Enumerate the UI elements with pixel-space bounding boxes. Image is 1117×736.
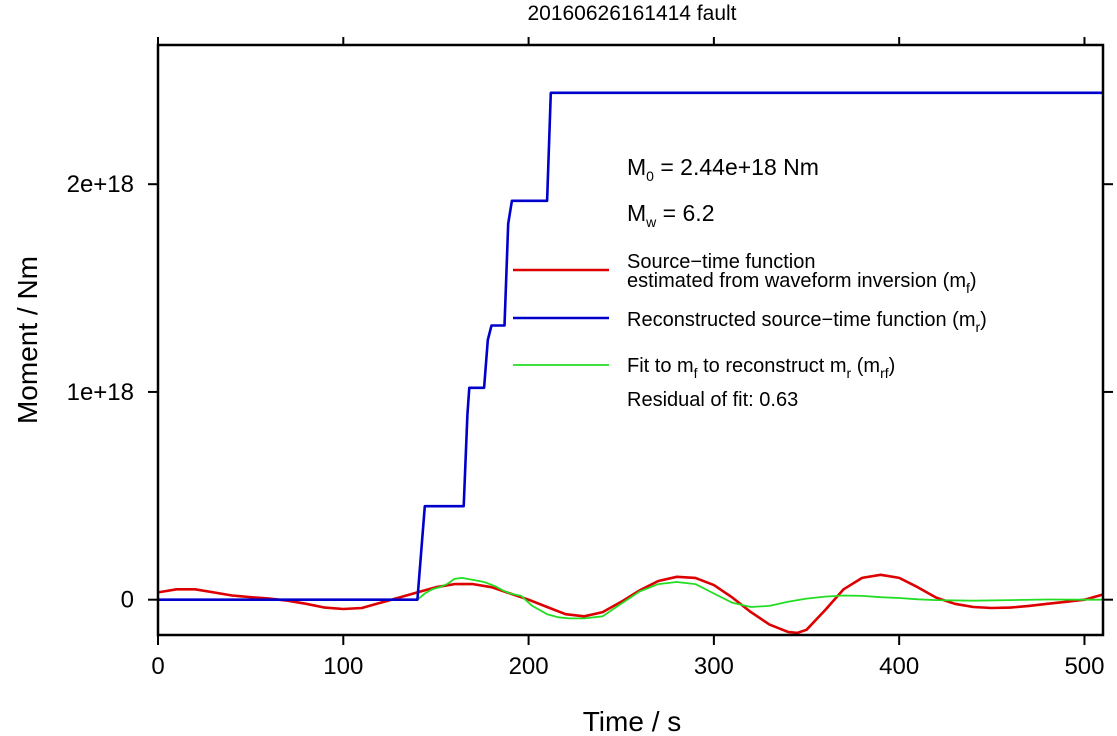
series-line-2	[158, 577, 1103, 620]
x-tick-label: 400	[879, 653, 919, 680]
x-tick-label: 100	[323, 653, 363, 680]
y-tick-label: 0	[121, 587, 134, 614]
plot-frame	[156, 43, 1105, 637]
m0-annotation: M0 = 2.44e+18 Nm	[627, 154, 819, 184]
mw-annotation: Mw = 6.2	[627, 200, 714, 230]
legend-label: Fit to mf to reconstruct mr (mrf)	[627, 355, 895, 381]
legend-label: Reconstructed source−time function (mr)	[627, 309, 987, 335]
y-tick-label: 1e+18	[67, 379, 134, 406]
x-axis-title: Time / s	[583, 706, 682, 736]
x-tick-label: 0	[151, 653, 164, 680]
series-line-0	[158, 91, 1103, 602]
chart-title: 20160626161414 fault	[527, 2, 736, 25]
y-axis-title: Moment / Nm	[12, 256, 43, 424]
x-tick-label: 200	[509, 653, 549, 680]
y-tick-label: 2e+18	[67, 171, 134, 198]
legend-label: Source−time function	[627, 251, 815, 273]
residual-annotation: Residual of fit: 0.63	[627, 389, 798, 411]
x-tick-label: 500	[1064, 653, 1104, 680]
annotations: M0 = 2.44e+18 Nm Mw = 6.2	[627, 154, 819, 230]
legend-label: estimated from waveform inversion (mf)	[627, 270, 977, 296]
series-line-1	[158, 573, 1103, 635]
x-tick-label: 300	[694, 653, 734, 680]
